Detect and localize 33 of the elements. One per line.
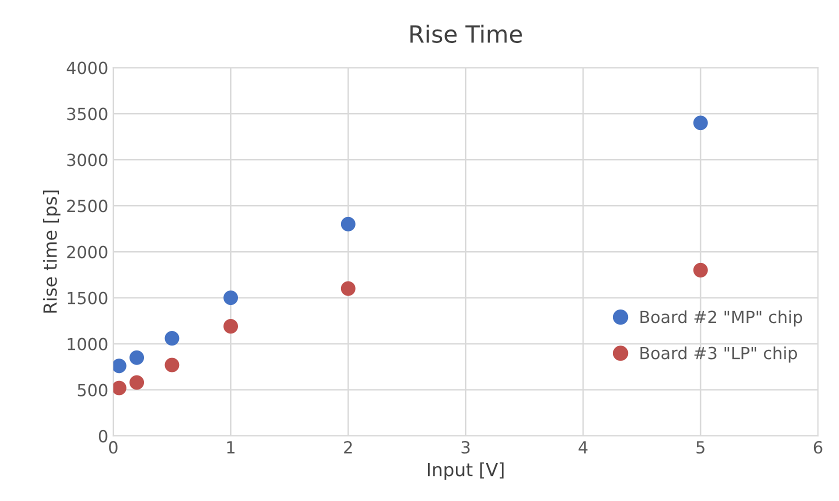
y-tick-label: 500 — [78, 384, 108, 396]
y-tick-label: 2000 — [67, 246, 108, 258]
point — [693, 116, 708, 130]
y-tick-label: 4000 — [66, 62, 108, 74]
x-axis-title: Input [V] — [428, 462, 504, 480]
y-tick-label: 0 — [98, 430, 108, 442]
point — [164, 331, 180, 346]
point — [693, 262, 708, 278]
x-tick-label: 3 — [462, 441, 470, 454]
chart-title: Rise Time — [410, 24, 522, 43]
point — [113, 358, 126, 374]
y-tick-label: 3000 — [67, 154, 108, 166]
point — [129, 375, 144, 390]
y-tick-label: 1500 — [68, 292, 108, 304]
x-tick-label: 5 — [696, 441, 704, 454]
y-axis-title: Rise time [ps] — [42, 190, 60, 313]
point — [340, 216, 356, 232]
legend-label: Board #2 "MP" chip — [640, 310, 802, 326]
point — [164, 358, 180, 372]
x-tick-label: 1 — [227, 441, 234, 454]
y-tick-label: 1000 — [68, 338, 108, 350]
legend-label: Board #3 "LP" chip — [640, 346, 798, 363]
point — [223, 290, 238, 306]
x-tick-label: 6 — [814, 441, 822, 454]
x-tick-label: 4 — [578, 441, 588, 454]
y-tick-label: 2500 — [67, 200, 108, 212]
x-tick-label: 2 — [344, 441, 352, 454]
point — [223, 319, 238, 334]
point — [129, 350, 144, 365]
y-tick-label: 3500 — [67, 108, 108, 120]
point — [113, 380, 126, 396]
x-tick-label: 0 — [109, 441, 118, 454]
point — [340, 281, 356, 296]
